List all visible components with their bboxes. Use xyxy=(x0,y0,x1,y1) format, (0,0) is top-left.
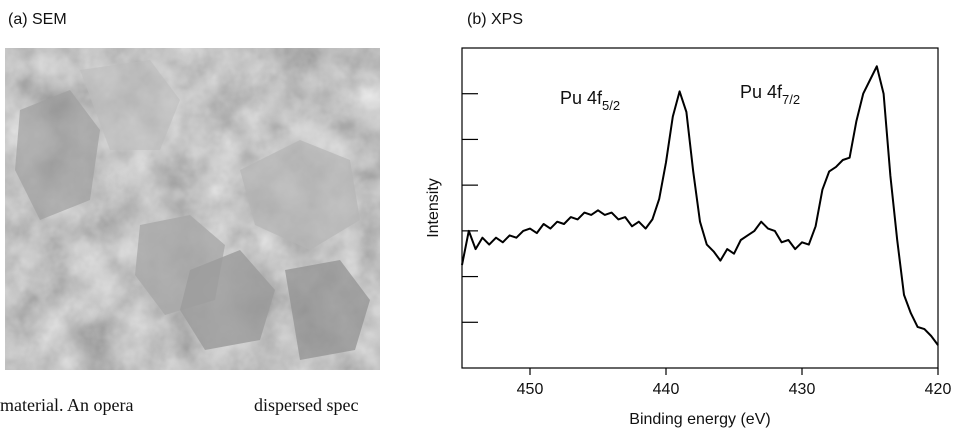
annotation-text: Pu 4f xyxy=(560,88,603,108)
peak-annotation: Pu 4f7/2 xyxy=(740,82,800,107)
x-tick-label: 430 xyxy=(789,381,816,398)
panel-label: (a) SEM xyxy=(8,11,67,28)
y-axis-label: Intensity xyxy=(425,178,442,238)
x-axis-label: Binding energy (eV) xyxy=(629,411,770,428)
x-tick-label: 440 xyxy=(653,381,680,398)
spectrum-line xyxy=(461,65,939,346)
x-tick-label: 450 xyxy=(517,381,544,398)
plot-frame xyxy=(461,47,939,369)
annotation-subscript: 5/2 xyxy=(602,98,620,113)
x-tick-label: 420 xyxy=(925,381,952,398)
annotation-text: Pu 4f xyxy=(740,82,783,102)
sem-image xyxy=(5,48,380,370)
caption-text: material. An opera xyxy=(0,395,133,415)
annotation-subscript: 7/2 xyxy=(782,92,800,107)
peak-annotation: Pu 4f5/2 xyxy=(560,88,620,113)
caption-text: dispersed spec xyxy=(254,395,358,415)
panel-label: (b) XPS xyxy=(467,11,523,28)
